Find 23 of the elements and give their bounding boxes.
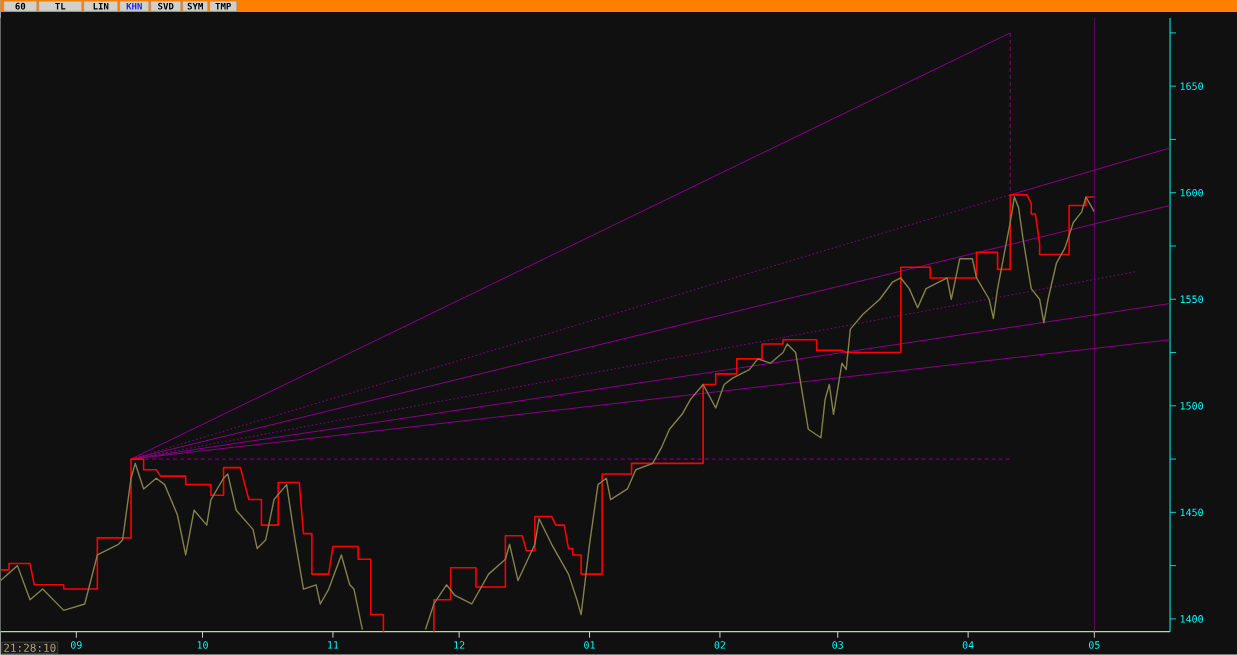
- text: KHN: [126, 3, 142, 10]
- y-tick-label: 1400: [1180, 615, 1203, 623]
- x-tick-label: 10: [197, 641, 208, 649]
- text: LIN: [93, 3, 109, 10]
- text: SYM: [187, 2, 203, 10]
- y-tick-label: 1500: [1180, 402, 1203, 410]
- x-tick-label: 05: [1088, 641, 1100, 649]
- y-tick-label: 1600: [1180, 189, 1203, 197]
- text: SVD: [158, 2, 174, 10]
- x-tick-label: 03: [832, 641, 843, 649]
- x-tick-label: 02: [714, 641, 726, 649]
- x-tick-label: 04: [962, 641, 974, 649]
- y-tick-label: 1450: [1180, 508, 1203, 517]
- x-tick-label: 09: [70, 641, 82, 649]
- text: 60: [15, 2, 26, 10]
- x-tick-label: 11: [328, 641, 339, 649]
- x-tick-label: 12: [454, 641, 465, 649]
- x-tick-label: 01: [584, 641, 595, 649]
- y-tick-label: 1550: [1180, 295, 1203, 304]
- text: TMP: [215, 3, 231, 10]
- text: TL: [55, 3, 66, 10]
- y-tick-label: 1650: [1180, 82, 1203, 91]
- text: 21:28:10: [4, 643, 56, 653]
